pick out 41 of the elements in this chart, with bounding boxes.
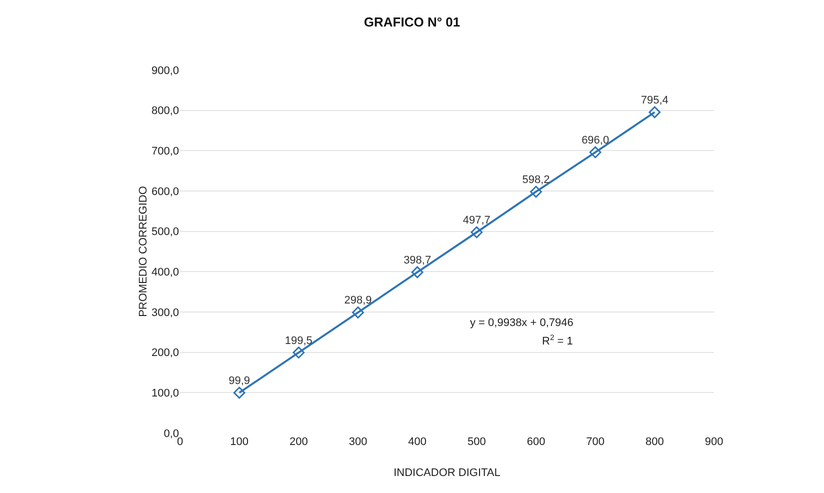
y-tick-label: 900,0 <box>151 64 179 77</box>
y-axis-title: PROMEDIO CORREGIDO <box>137 186 150 317</box>
y-tick-label: 600,0 <box>151 186 179 198</box>
point <box>530 186 542 198</box>
data-label: 298,9 <box>344 294 372 307</box>
x-tick-label: 800 <box>645 436 664 448</box>
y-tick-label: 800,0 <box>151 105 179 118</box>
x-tick-label: 0 <box>176 436 184 448</box>
y-tick-label: 0,0 <box>164 428 179 440</box>
y-tick-label: 200,0 <box>151 347 179 360</box>
x-tick-label: 400 <box>408 436 427 448</box>
x-tick-label: 300 <box>348 436 368 448</box>
point <box>233 386 246 399</box>
data-label: 99,9 <box>228 374 250 387</box>
y-tick-label: 500,0 <box>151 226 179 238</box>
x-axis-title: INDICADOR DIGITAL <box>394 467 500 479</box>
point <box>352 306 364 318</box>
point <box>648 106 661 118</box>
data-label: 398,7 <box>404 254 432 266</box>
x-tick-label: 600 <box>526 436 546 448</box>
y-tick-label: 300,0 <box>151 306 179 319</box>
y-tick-label: 400,0 <box>151 266 179 279</box>
data-label: 696,0 <box>582 134 610 147</box>
x-tick-label: 200 <box>289 436 308 448</box>
y-tick-label: 100,0 <box>151 388 179 400</box>
data-label: 598,2 <box>522 174 550 186</box>
x-tick-label: 900 <box>704 436 724 448</box>
x-tick-label: 700 <box>586 436 605 448</box>
x-tick-label: 100 <box>230 436 249 448</box>
y-tick-label: 700,0 <box>151 146 179 158</box>
data-label: 497,7 <box>462 214 490 227</box>
annotation: y = 0,9938x + 0,7946 <box>470 317 574 329</box>
point <box>292 346 305 358</box>
point <box>470 226 483 238</box>
chart-title: GRAFICO N° 01 <box>364 14 460 30</box>
x-tick-label: 500 <box>467 436 486 448</box>
point <box>411 266 424 278</box>
data-label: 795,4 <box>640 94 668 106</box>
point <box>589 146 602 158</box>
annotation: R$^{2}$ = 1 <box>542 333 573 348</box>
data-label: 199,5 <box>284 334 312 347</box>
